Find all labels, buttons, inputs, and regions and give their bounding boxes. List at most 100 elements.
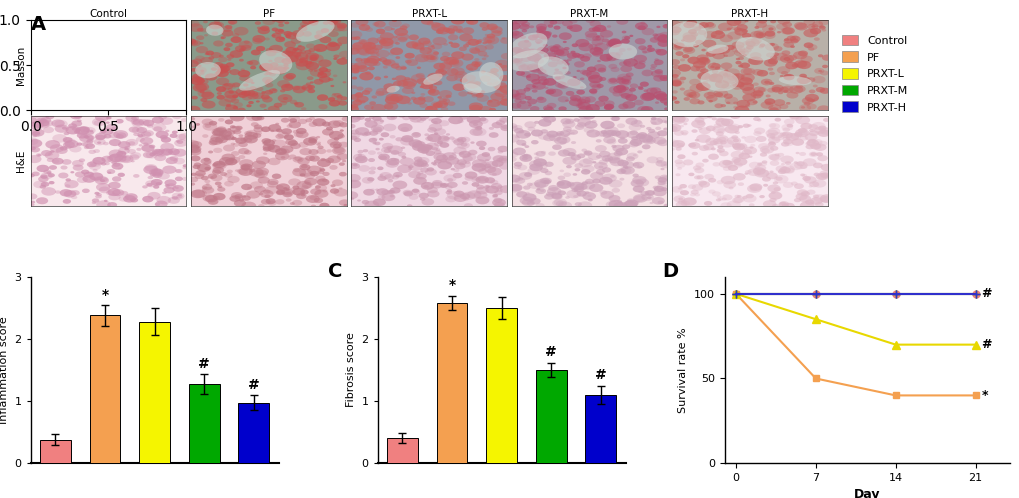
Circle shape [801,174,806,177]
Circle shape [170,22,179,27]
Circle shape [433,141,442,146]
Circle shape [191,173,197,176]
Circle shape [740,74,754,82]
Circle shape [284,21,289,24]
Bar [436,303,467,463]
Circle shape [752,101,757,104]
Circle shape [143,35,151,39]
Circle shape [109,153,123,162]
Circle shape [732,84,738,87]
Circle shape [171,48,181,54]
Circle shape [67,32,76,37]
Circle shape [529,182,540,189]
Circle shape [732,197,742,203]
Circle shape [224,90,238,99]
Circle shape [543,180,550,184]
Circle shape [610,130,621,136]
Circle shape [299,142,309,148]
Circle shape [32,131,41,137]
Circle shape [139,144,143,146]
Circle shape [656,75,661,78]
Circle shape [562,138,567,140]
Circle shape [137,53,151,62]
Circle shape [710,73,718,78]
Circle shape [225,158,237,165]
Circle shape [284,51,294,57]
Circle shape [124,148,128,150]
Circle shape [732,143,745,150]
Circle shape [277,94,292,103]
Circle shape [116,132,126,138]
Circle shape [529,160,541,168]
Circle shape [305,60,312,65]
Circle shape [809,152,815,156]
Circle shape [550,56,559,61]
Text: #: # [594,369,606,382]
Circle shape [661,120,665,123]
Circle shape [435,69,446,76]
Circle shape [103,142,109,145]
Circle shape [412,141,425,149]
Circle shape [647,129,654,133]
Circle shape [808,129,814,132]
Circle shape [152,149,163,156]
Circle shape [195,55,205,61]
Circle shape [722,73,728,76]
Circle shape [691,120,705,128]
Circle shape [229,126,240,132]
Circle shape [149,41,157,46]
Circle shape [212,167,224,173]
Circle shape [417,67,421,69]
Circle shape [262,142,267,145]
Circle shape [429,86,437,90]
Circle shape [141,131,151,137]
Circle shape [632,186,644,192]
Circle shape [559,169,564,172]
Circle shape [572,76,576,78]
Circle shape [420,118,426,121]
Circle shape [454,28,462,33]
Circle shape [358,154,362,156]
Circle shape [750,38,761,44]
Circle shape [89,163,101,170]
Circle shape [213,22,224,28]
Circle shape [214,196,220,200]
Circle shape [250,181,263,189]
Circle shape [672,115,685,123]
Circle shape [379,172,391,179]
Circle shape [741,29,747,33]
Circle shape [186,145,201,153]
Circle shape [601,174,616,182]
Circle shape [586,129,599,137]
Circle shape [208,56,214,60]
Circle shape [535,203,544,208]
Circle shape [254,186,265,193]
Circle shape [641,92,655,101]
Circle shape [591,84,600,90]
Circle shape [164,92,176,99]
Circle shape [819,88,829,94]
Circle shape [727,73,739,81]
Circle shape [585,18,594,23]
Circle shape [227,88,232,91]
Circle shape [543,107,553,113]
Circle shape [820,29,825,31]
Circle shape [156,74,165,79]
Circle shape [494,89,507,97]
Circle shape [313,44,327,52]
Circle shape [601,38,608,42]
Circle shape [781,124,793,131]
Circle shape [458,30,463,33]
Circle shape [284,41,296,48]
Circle shape [191,68,197,72]
Circle shape [375,189,379,191]
Circle shape [437,69,443,72]
Circle shape [277,131,288,138]
Circle shape [756,70,767,77]
Circle shape [368,150,376,155]
Circle shape [338,172,346,176]
Circle shape [534,121,539,124]
Circle shape [744,20,748,22]
Circle shape [616,77,623,80]
Text: #: # [198,357,210,372]
